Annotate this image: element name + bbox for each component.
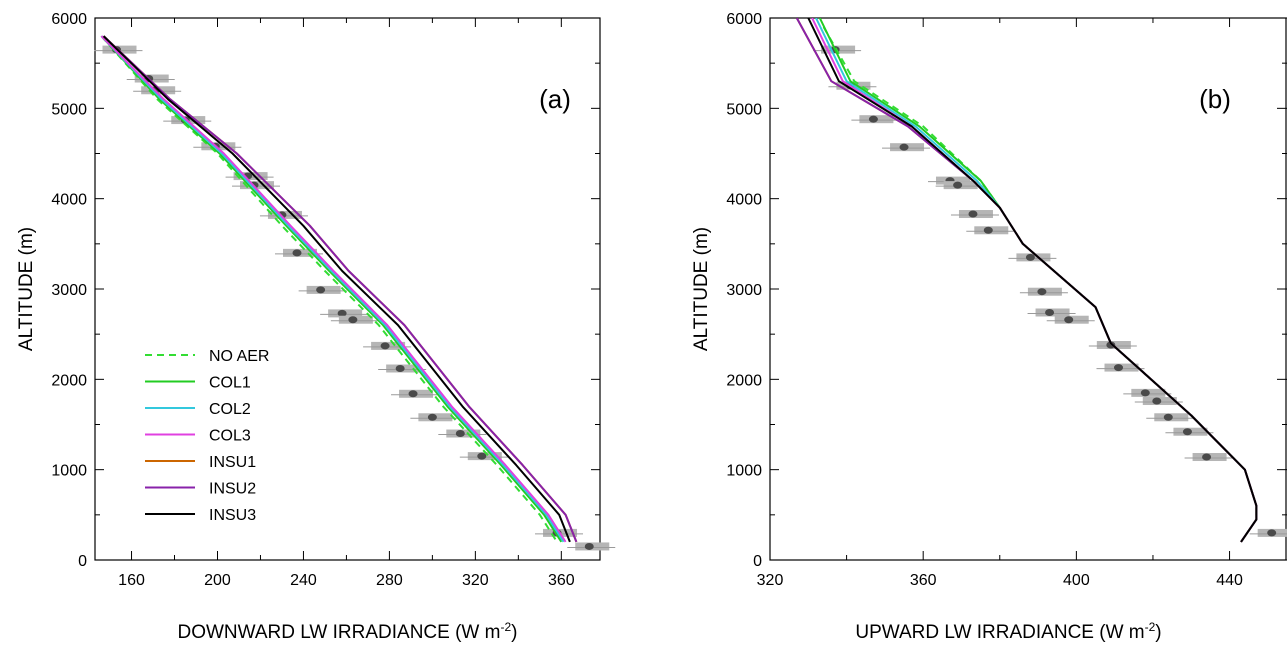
series-line-no-aer xyxy=(100,35,558,543)
x-tick-label: 360 xyxy=(910,572,937,589)
y-tick-label: 5000 xyxy=(726,101,762,118)
observation-point xyxy=(953,181,963,189)
observation-point xyxy=(427,413,437,421)
x-tick-label: 240 xyxy=(290,572,317,589)
x-axis-title: DOWNWARD LW IRRADIANCE (W m-2) xyxy=(178,620,518,643)
observation-point xyxy=(1045,308,1055,316)
observation-point xyxy=(1182,428,1192,436)
series-line-insu2 xyxy=(102,35,578,543)
observation-point xyxy=(868,115,878,123)
x-tick-label: 280 xyxy=(376,572,403,589)
panel-a: 0 1000 2000 3000 4000 5000 6000 160 200 240 280 320… xyxy=(16,11,616,643)
series-line-col2 xyxy=(815,18,1258,543)
x-tick-label: 320 xyxy=(757,572,784,589)
y-tick-label: 4000 xyxy=(51,192,87,209)
y-tick-label: 0 xyxy=(753,553,762,570)
observation-point xyxy=(584,542,594,550)
observation-point xyxy=(1163,413,1173,421)
y-tick-label: 4000 xyxy=(726,192,762,209)
observation-point xyxy=(1140,389,1150,397)
y-tick-label: 2000 xyxy=(51,372,87,389)
series-line-no-aer xyxy=(822,26,1258,543)
observation-point xyxy=(292,249,302,257)
observation-point xyxy=(1106,341,1116,349)
y-tick-label: 2000 xyxy=(726,372,762,389)
series-line-insu3 xyxy=(102,35,571,543)
observation-point xyxy=(983,226,993,234)
observation-point xyxy=(337,309,347,317)
x-tick-label: 440 xyxy=(1216,572,1243,589)
series-line-col1 xyxy=(818,18,1258,543)
y-tick-label: 1000 xyxy=(51,463,87,480)
observation-point xyxy=(899,143,909,151)
observation-point xyxy=(1152,397,1162,405)
legend-label: COL3 xyxy=(209,428,251,445)
x-tick-label: 200 xyxy=(204,572,231,589)
y-axis-title: ALTITUDE (m) xyxy=(16,227,37,351)
legend-label: INSU2 xyxy=(209,481,256,498)
legend-label: NO AER xyxy=(209,348,269,365)
x-tick-label: 360 xyxy=(548,572,575,589)
observation-point xyxy=(380,342,390,350)
series-line-col2 xyxy=(100,35,565,543)
observation-point xyxy=(1267,529,1277,537)
series-line-col3 xyxy=(100,35,567,543)
observation-point xyxy=(1037,288,1047,296)
legend-label: INSU1 xyxy=(209,454,256,471)
panel-label: (a) xyxy=(539,84,571,114)
observation-point xyxy=(477,452,487,460)
observation-point xyxy=(348,316,358,324)
observation-point xyxy=(1064,316,1074,324)
legend-label: COL1 xyxy=(209,375,251,392)
panel-label: (b) xyxy=(1199,84,1231,114)
panel-b: 0 1000 2000 3000 4000 5000 6000 320 360 400 440 ALT… xyxy=(691,11,1287,643)
y-tick-label: 1000 xyxy=(726,463,762,480)
series-line-insu3 xyxy=(807,18,1258,543)
observation-point xyxy=(1113,364,1123,372)
y-tick-label: 6000 xyxy=(726,11,762,28)
legend-label: INSU3 xyxy=(209,507,256,524)
observation-point xyxy=(316,286,326,294)
y-tick-label: 0 xyxy=(78,553,87,570)
y-tick-label: 6000 xyxy=(51,11,87,28)
x-tick-label: 400 xyxy=(1063,572,1090,589)
observation-point xyxy=(408,390,418,398)
observation-point xyxy=(395,364,405,372)
y-axis-title: ALTITUDE (m) xyxy=(691,227,712,351)
y-tick-label: 5000 xyxy=(51,101,87,118)
y-tick-label: 3000 xyxy=(726,282,762,299)
x-axis-title: UPWARD LW IRRADIANCE (W m-2) xyxy=(855,620,1161,643)
y-tick-label: 3000 xyxy=(51,282,87,299)
observation-point xyxy=(1025,253,1035,261)
x-tick-label: 160 xyxy=(118,572,145,589)
x-tick-label: 320 xyxy=(462,572,489,589)
observation-point xyxy=(968,210,978,218)
series-line-col1 xyxy=(100,35,563,543)
series-line-col3 xyxy=(811,18,1258,543)
observation-point xyxy=(455,430,465,438)
observation-point xyxy=(1202,453,1212,461)
legend-label: COL2 xyxy=(209,401,251,418)
